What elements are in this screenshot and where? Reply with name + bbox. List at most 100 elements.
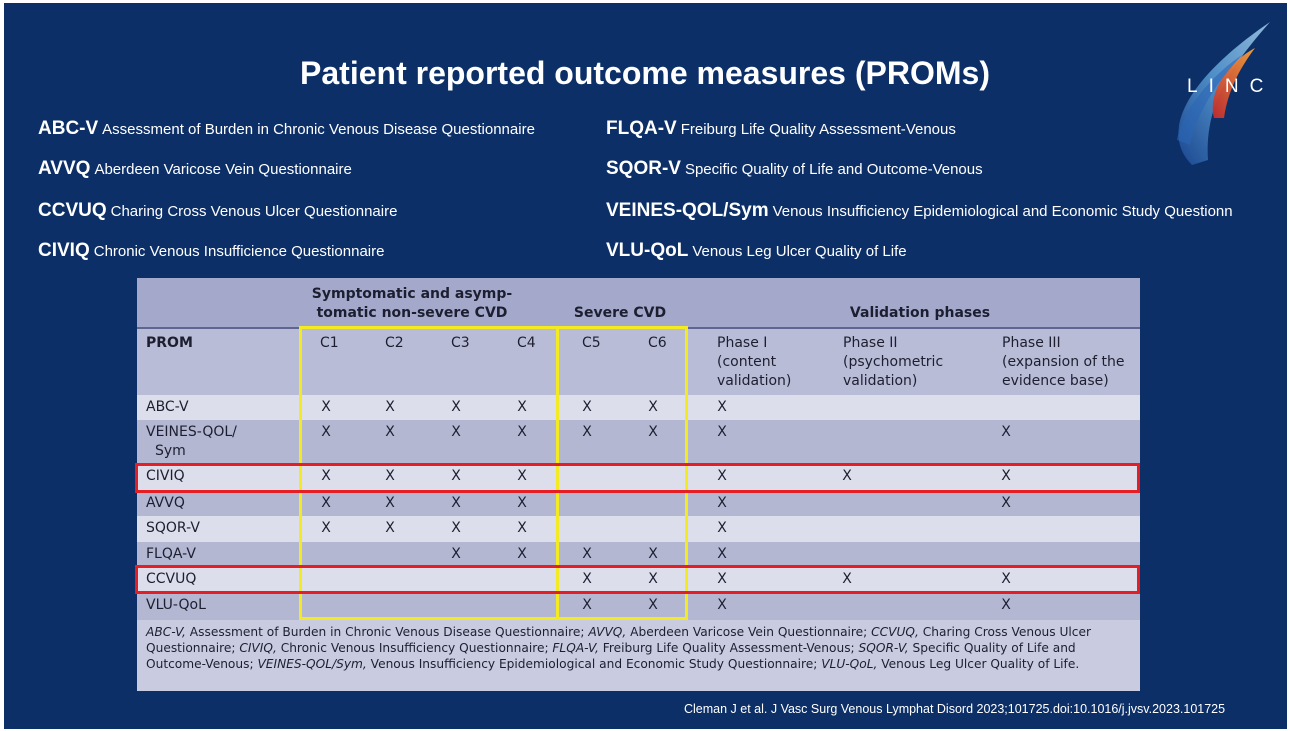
table-row [137,516,1140,542]
check-mark: X [582,399,592,415]
check-mark: X [517,468,527,484]
check-mark: X [582,424,592,440]
column-header-phase3: Phase III (expansion of the evidence bas… [1002,335,1125,389]
logo-text: LINC [1187,76,1275,97]
abbreviation-key: AVVQ [38,158,91,179]
check-mark: X [1001,597,1011,613]
abbreviation-definition: Charing Cross Venous Ulcer Questionnaire [110,203,398,220]
check-mark: X [717,546,727,562]
check-mark: X [648,546,658,562]
abbreviation-definition: Venous Leg Ulcer Quality of Life [692,243,907,260]
check-mark: X [321,495,331,511]
check-mark: X [582,597,592,613]
check-mark: X [717,399,727,415]
abbreviation-definition: Specific Quality of Life and Outcome-Ven… [684,161,983,178]
check-mark: X [717,597,727,613]
check-mark: X [517,495,527,511]
abbreviation-key: VLU-QoL [606,240,689,261]
check-mark: X [451,546,461,562]
abbreviation-definition: Chronic Venous Insufficience Questionnai… [93,243,385,260]
prom-table: Symptomatic and asymp- tomatic non-sever… [137,278,1140,691]
abbreviation-key: ABC-V [38,118,99,139]
row-label: SQOR-V [146,520,200,536]
column-header-c2: C2 [385,335,404,351]
table-row [137,567,1140,593]
check-mark: X [717,468,727,484]
table-row [137,395,1140,420]
check-mark: X [451,424,461,440]
abbreviation-left-1: AVVQ Aberdeen Varicose Vein Questionnaire [38,158,352,180]
abbreviation-right-3: VLU-QoL Venous Leg Ulcer Quality of Life [606,240,907,262]
group-header-band [137,278,1140,328]
slide-title: Patient reported outcome measures (PROMs… [300,55,990,91]
check-mark: X [451,495,461,511]
check-mark: X [451,520,461,536]
check-mark: X [717,424,727,440]
check-mark: X [321,520,331,536]
abbreviation-left-2: CCVUQ Charing Cross Venous Ulcer Question… [38,200,397,222]
check-mark: X [717,495,727,511]
abbreviation-left-3: CIVIQ Chronic Venous Insufficience Questi… [38,240,384,262]
check-mark: X [842,571,852,587]
column-header-c3: C3 [451,335,470,351]
check-mark: X [321,468,331,484]
table-row [137,491,1140,516]
check-mark: X [385,468,395,484]
check-mark: X [321,399,331,415]
table-row [137,420,1140,464]
table-row [137,593,1140,620]
abbreviation-definition: Venous Insufficiency Epidemiological and… [772,203,1233,220]
row-label: VEINES-QOL/Sym [146,424,237,459]
column-header-c5: C5 [582,335,601,351]
row-label: FLQA-V [146,546,196,562]
column-header-c4: C4 [517,335,536,351]
abbreviation-key: VEINES-QOL/Sym [606,200,769,221]
check-mark: X [842,468,852,484]
check-mark: X [1001,424,1011,440]
row-label: AVVQ [146,495,185,511]
civiq-highlight-box [135,463,1140,493]
abbreviation-key: CCVUQ [38,200,107,221]
table-row [137,464,1140,491]
check-mark: X [385,424,395,440]
check-mark: X [648,597,658,613]
abbreviation-key: CIVIQ [38,240,90,261]
check-mark: X [517,546,527,562]
check-mark: X [648,571,658,587]
check-mark: X [1001,571,1011,587]
table-row [137,542,1140,567]
column-header-c1: C1 [320,335,339,351]
check-mark: X [385,520,395,536]
linc-logo [1177,22,1270,165]
abbreviation-right-0: FLQA-V Freiburg Life Quality Assessment-V… [606,118,956,140]
abbreviation-definition: Aberdeen Varicose Vein Questionnaire [94,161,352,178]
check-mark: X [717,571,727,587]
abbreviation-right-2: VEINES-QOL/Sym Venous Insufficiency Epide… [606,200,1233,222]
row-label: CCVUQ [146,571,197,587]
abbreviation-right-1: SQOR-V Specific Quality of Life and Outco… [606,158,983,180]
column-header-phase2: Phase II (psychometric validation) [843,335,944,389]
check-mark: X [648,399,658,415]
check-mark: X [451,468,461,484]
abbreviation-definition: Assessment of Burden in Chronic Venous D… [102,121,535,138]
severe-highlight-box [556,326,688,620]
check-mark: X [321,424,331,440]
row-label: ABC-V [146,399,189,415]
check-mark: X [717,520,727,536]
check-mark: X [582,571,592,587]
check-mark: X [517,424,527,440]
group-header-validation: Validation phases [849,305,991,321]
check-mark: X [648,424,658,440]
table-footnote: ABC-V, Assessment of Burden in Chronic V… [146,625,1092,671]
check-mark: X [517,520,527,536]
abbreviation-key: FLQA-V [606,118,677,139]
citation: Cleman J et al. J Vasc Surg Venous Lymph… [684,702,1226,716]
check-mark: X [1001,495,1011,511]
row-label: CIVIQ [146,468,185,484]
check-mark: X [385,399,395,415]
check-mark: X [451,399,461,415]
abbreviation-key: SQOR-V [606,158,681,179]
check-mark: X [385,495,395,511]
column-header-prom: PROM [146,335,193,351]
footnote-band [137,620,1140,691]
